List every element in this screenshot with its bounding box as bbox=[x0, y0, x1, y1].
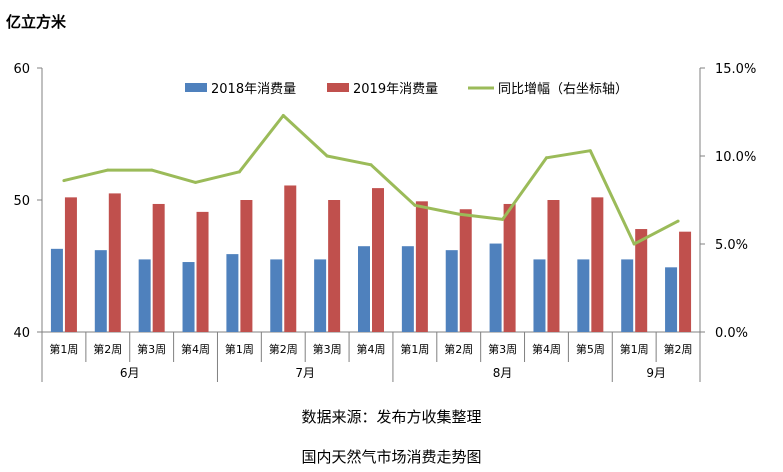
y-left-tick-label: 60 bbox=[13, 62, 30, 77]
bar-2018 bbox=[226, 254, 239, 332]
x-tick-label: 第3周 bbox=[137, 342, 166, 356]
bar-2019 bbox=[328, 200, 341, 332]
y-right-tick-label: 10.0% bbox=[715, 150, 756, 165]
yoy-growth-point bbox=[413, 203, 417, 207]
bar-2018 bbox=[489, 243, 502, 332]
x-tick-label: 第4周 bbox=[181, 342, 210, 356]
yoy-growth-point bbox=[325, 154, 329, 158]
bar-2019 bbox=[284, 185, 297, 332]
x-tick-label: 第2周 bbox=[269, 342, 298, 356]
bar-2019 bbox=[415, 201, 428, 332]
x-tick-label: 第4周 bbox=[357, 342, 386, 356]
bar-2019 bbox=[372, 188, 384, 332]
bar-2019 bbox=[679, 231, 692, 332]
month-label: 9月 bbox=[646, 366, 666, 380]
x-tick-label: 第4周 bbox=[532, 342, 561, 356]
x-tick-label: 第5周 bbox=[576, 342, 605, 356]
bar-2018 bbox=[445, 250, 458, 332]
x-tick-label: 第2周 bbox=[444, 342, 473, 356]
yoy-growth-point bbox=[150, 168, 154, 172]
source-text: 数据来源：发布方收集整理 bbox=[301, 408, 482, 426]
bar-2018 bbox=[182, 262, 195, 332]
yoy-growth-point bbox=[676, 219, 680, 223]
x-tick-label: 第3周 bbox=[488, 342, 517, 356]
y-right-tick-label: 5.0% bbox=[715, 238, 748, 253]
yoy-growth-point bbox=[501, 217, 505, 221]
month-label: 8月 bbox=[493, 366, 513, 380]
bar-2018 bbox=[577, 259, 590, 332]
x-tick-label: 第3周 bbox=[313, 342, 342, 356]
bar-2018 bbox=[94, 250, 107, 332]
bar-2019 bbox=[459, 209, 472, 332]
chart-caption: 国内天然气市场消费走势图 bbox=[301, 448, 482, 466]
x-tick-label: 第2周 bbox=[93, 342, 122, 356]
bar-2019 bbox=[240, 200, 253, 332]
bar-2018 bbox=[138, 259, 151, 332]
bar-2018 bbox=[533, 259, 546, 332]
y-right-tick-label: 15.0% bbox=[715, 62, 756, 77]
yoy-growth-point bbox=[237, 170, 241, 174]
chart-svg: 亿立方米 40 50 60 0.0% 5.0% 10.0% 15.0% 第1周 第2周 第3周 第4周… bbox=[6, 13, 756, 382]
bar-2018 bbox=[621, 259, 634, 332]
yoy-growth-point bbox=[544, 156, 548, 160]
x-tick-label: 第1周 bbox=[620, 342, 649, 356]
yoy-growth-point bbox=[106, 168, 110, 172]
yoy-growth-point bbox=[369, 163, 373, 167]
month-label: 7月 bbox=[295, 366, 315, 380]
bar-2018 bbox=[401, 246, 414, 332]
bar-2019 bbox=[635, 229, 648, 332]
bar-2019 bbox=[64, 197, 77, 332]
x-tick-label: 第1周 bbox=[225, 342, 254, 356]
legend-label: 同比增幅（右坐标轴） bbox=[498, 82, 628, 97]
bar-2018 bbox=[50, 248, 63, 332]
unit-label: 亿立方米 bbox=[6, 13, 67, 31]
legend-label: 2018年消费量 bbox=[211, 82, 296, 97]
bar-2019 bbox=[196, 211, 209, 332]
y-right-tick-label: 0.0% bbox=[715, 326, 748, 341]
x-tick-label: 第1周 bbox=[49, 342, 78, 356]
bar-2019 bbox=[108, 193, 121, 332]
month-label: 6月 bbox=[120, 366, 140, 380]
yoy-growth-point bbox=[194, 180, 198, 184]
bar-2018 bbox=[314, 259, 327, 332]
yoy-growth-point bbox=[62, 179, 66, 183]
legend-swatch bbox=[185, 83, 207, 92]
yoy-growth-point bbox=[457, 212, 461, 216]
x-tick-label: 第1周 bbox=[400, 342, 429, 356]
legend-label: 2019年消费量 bbox=[353, 82, 438, 97]
bar-2019 bbox=[152, 203, 165, 332]
x-tick-label: 第2周 bbox=[664, 342, 693, 356]
y-left-tick-label: 40 bbox=[13, 326, 30, 341]
yoy-growth-point bbox=[588, 149, 592, 153]
y-left-tick-label: 50 bbox=[13, 194, 30, 209]
legend-swatch bbox=[327, 83, 349, 92]
bar-2019 bbox=[547, 200, 560, 332]
bar-2018 bbox=[270, 259, 283, 332]
bar-2019 bbox=[503, 203, 516, 332]
bar-2019 bbox=[591, 197, 604, 332]
yoy-growth-point bbox=[632, 242, 636, 246]
bar-2018 bbox=[665, 267, 678, 332]
bar-2018 bbox=[358, 246, 370, 332]
yoy-growth-point bbox=[281, 114, 285, 118]
